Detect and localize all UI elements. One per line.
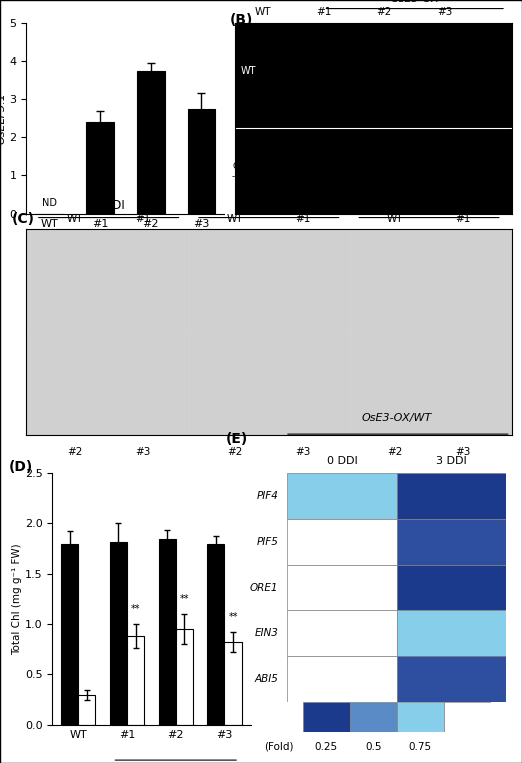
Text: #3: #3 [455,447,471,457]
Bar [78,694,96,725]
Text: WT: WT [254,7,271,17]
Bar [397,610,506,656]
Bar [207,543,224,725]
Text: #2: #2 [227,447,243,457]
Text: OsE3
-OX #1: OsE3 -OX #1 [232,162,264,182]
Text: 0 DDI: 0 DDI [92,199,125,212]
Text: ABI5: ABI5 [254,674,278,684]
Text: #1: #1 [455,214,471,224]
Bar [397,656,506,702]
Bar [187,108,216,214]
Bar [176,629,193,725]
Text: (E): (E) [226,432,248,446]
Bar [397,519,506,565]
Text: (D): (D) [8,461,33,475]
Text: #1: #1 [295,214,311,224]
Bar [287,473,397,519]
Text: #2: #2 [67,447,82,457]
Text: WT: WT [387,214,404,224]
Text: 4 DDI: 4 DDI [412,199,445,212]
Text: PIF5: PIF5 [256,536,278,547]
Text: OsE3-OX: OsE3-OX [390,0,439,4]
Text: OsE3-OX: OsE3-OX [126,351,175,361]
Bar [61,543,78,725]
Bar [137,71,164,214]
Text: #2: #2 [376,7,392,17]
Text: 3 DDI: 3 DDI [436,456,467,466]
Bar [127,636,144,725]
Bar [110,542,127,725]
Text: 0.25: 0.25 [315,742,338,752]
Text: (C): (C) [11,212,34,227]
Bar [86,122,114,214]
Text: (B): (B) [229,13,253,27]
Bar [159,539,176,725]
Text: #3: #3 [295,447,311,457]
Y-axis label: OsELF3.1: OsELF3.1 [0,92,6,144]
Text: WT: WT [241,66,256,76]
Text: PIF4: PIF4 [256,491,278,501]
Bar [287,656,397,702]
Text: 0.75: 0.75 [409,742,432,752]
Text: #1: #1 [135,214,150,224]
Text: WT: WT [66,214,83,224]
Bar [303,702,350,732]
Text: OsE3-OX/WT: OsE3-OX/WT [362,413,432,423]
Bar [397,702,444,732]
Text: #1: #1 [316,7,331,17]
Text: EIN3: EIN3 [254,628,278,639]
Bar [397,565,506,610]
Text: 0 DDI: 0 DDI [327,456,357,466]
Text: ND: ND [42,198,56,208]
Text: 0.5: 0.5 [365,742,382,752]
Bar [224,642,242,725]
Text: ORE1: ORE1 [250,582,278,593]
Bar [287,610,397,656]
Text: (Fold): (Fold) [264,742,293,752]
Text: #2: #2 [387,447,403,457]
Bar [287,519,397,565]
Text: **: ** [180,594,189,604]
Text: #3: #3 [135,447,150,457]
Y-axis label: Total Chl (mg g⁻¹ FW): Total Chl (mg g⁻¹ FW) [12,543,22,655]
Text: 3 DDI: 3 DDI [253,199,285,212]
Text: #3: #3 [437,7,453,17]
Text: **: ** [131,604,140,614]
Text: **: ** [228,612,238,622]
Bar [397,473,506,519]
Bar [444,702,491,732]
Text: WT: WT [227,214,243,224]
Bar [350,702,397,732]
Bar [287,565,397,610]
